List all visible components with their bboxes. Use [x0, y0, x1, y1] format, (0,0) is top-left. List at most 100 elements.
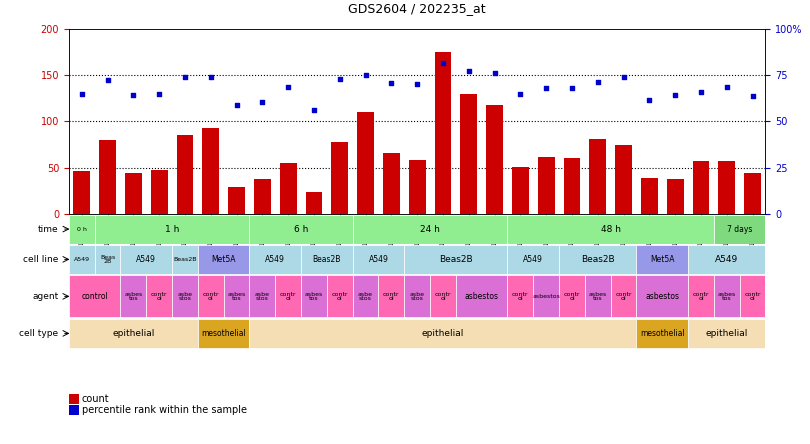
Point — [178, 73, 191, 80]
Text: Beas2B: Beas2B — [439, 255, 473, 264]
Bar — [404, 275, 430, 317]
Bar — [637, 275, 688, 317]
Bar — [125, 173, 142, 214]
Bar — [714, 275, 740, 317]
Text: Met5A: Met5A — [650, 255, 675, 264]
Bar — [275, 275, 301, 317]
Bar — [352, 275, 378, 317]
Bar — [224, 275, 249, 317]
Bar — [688, 245, 765, 274]
Text: 48 h: 48 h — [601, 225, 620, 234]
Text: Beas2B: Beas2B — [313, 255, 341, 264]
Text: 1 h: 1 h — [165, 225, 179, 234]
Text: epithelial: epithelial — [112, 329, 155, 338]
Bar — [507, 245, 559, 274]
Text: asbes
tos: asbes tos — [228, 292, 245, 301]
Bar — [172, 245, 198, 274]
Bar — [409, 160, 425, 214]
Bar — [486, 105, 503, 214]
Bar — [95, 245, 121, 274]
Bar — [198, 245, 249, 274]
Text: cell type: cell type — [19, 329, 58, 338]
Bar — [434, 52, 451, 214]
Text: A549: A549 — [369, 255, 388, 264]
Point — [282, 83, 295, 91]
Bar — [352, 214, 507, 244]
Point — [694, 88, 707, 95]
Point — [385, 80, 398, 87]
Bar — [637, 319, 688, 348]
Bar — [559, 275, 585, 317]
Bar — [69, 214, 95, 244]
Text: mesothelial: mesothelial — [640, 329, 684, 338]
Point — [101, 76, 114, 83]
Bar — [383, 153, 399, 214]
Bar — [564, 159, 580, 214]
Bar — [559, 245, 637, 274]
Text: Beas2B: Beas2B — [581, 255, 615, 264]
Point — [152, 90, 165, 97]
Point — [463, 67, 475, 74]
Bar — [74, 171, 90, 214]
Text: contr
ol: contr ol — [564, 292, 580, 301]
Bar — [151, 170, 168, 214]
Bar — [95, 214, 249, 244]
Text: A549: A549 — [715, 255, 739, 264]
Text: epithelial: epithelial — [422, 329, 464, 338]
Point — [565, 84, 578, 91]
Text: GDS2604 / 202235_at: GDS2604 / 202235_at — [348, 2, 486, 16]
Bar — [641, 178, 658, 214]
Bar — [249, 275, 275, 317]
Bar — [69, 275, 121, 317]
Bar — [357, 112, 374, 214]
Bar — [404, 245, 507, 274]
Text: A549: A549 — [523, 255, 544, 264]
Point — [75, 90, 88, 97]
Text: asbe
stos: asbe stos — [255, 292, 270, 301]
Bar — [744, 173, 761, 214]
Text: percentile rank within the sample: percentile rank within the sample — [82, 405, 247, 415]
Text: asbes
tos: asbes tos — [124, 292, 143, 301]
Text: A549: A549 — [74, 257, 90, 262]
Bar — [121, 245, 172, 274]
Bar — [538, 158, 555, 214]
Point — [333, 75, 346, 83]
Bar — [69, 319, 198, 348]
Bar — [714, 214, 765, 244]
Bar — [667, 179, 684, 214]
Bar — [254, 179, 271, 214]
Text: asbestos: asbestos — [465, 292, 499, 301]
Point — [308, 107, 321, 114]
Point — [127, 92, 140, 99]
Text: asbestos: asbestos — [646, 292, 680, 301]
Point — [746, 93, 759, 100]
Bar — [331, 142, 348, 214]
Bar — [121, 275, 147, 317]
Bar — [279, 163, 296, 214]
Bar — [198, 319, 249, 348]
Bar — [585, 275, 611, 317]
Text: Beas2B: Beas2B — [173, 257, 197, 262]
Point — [669, 92, 682, 99]
Bar — [533, 275, 559, 317]
Point — [539, 84, 552, 91]
Bar — [611, 275, 637, 317]
Bar — [507, 275, 533, 317]
Bar — [249, 214, 352, 244]
Text: contr
ol: contr ol — [202, 292, 219, 301]
Bar — [147, 275, 172, 317]
Bar — [69, 245, 95, 274]
Bar — [327, 275, 352, 317]
Bar — [693, 161, 710, 214]
Point — [437, 59, 450, 67]
Text: asbestos: asbestos — [532, 294, 560, 299]
Text: contr
ol: contr ol — [151, 292, 168, 301]
Text: asbes
tos: asbes tos — [718, 292, 735, 301]
Text: agent: agent — [32, 292, 58, 301]
Point — [643, 96, 656, 103]
Bar — [456, 275, 507, 317]
Text: Beas
2B: Beas 2B — [100, 254, 115, 264]
Bar — [615, 145, 632, 214]
Text: 6 h: 6 h — [294, 225, 309, 234]
Point — [617, 73, 630, 80]
